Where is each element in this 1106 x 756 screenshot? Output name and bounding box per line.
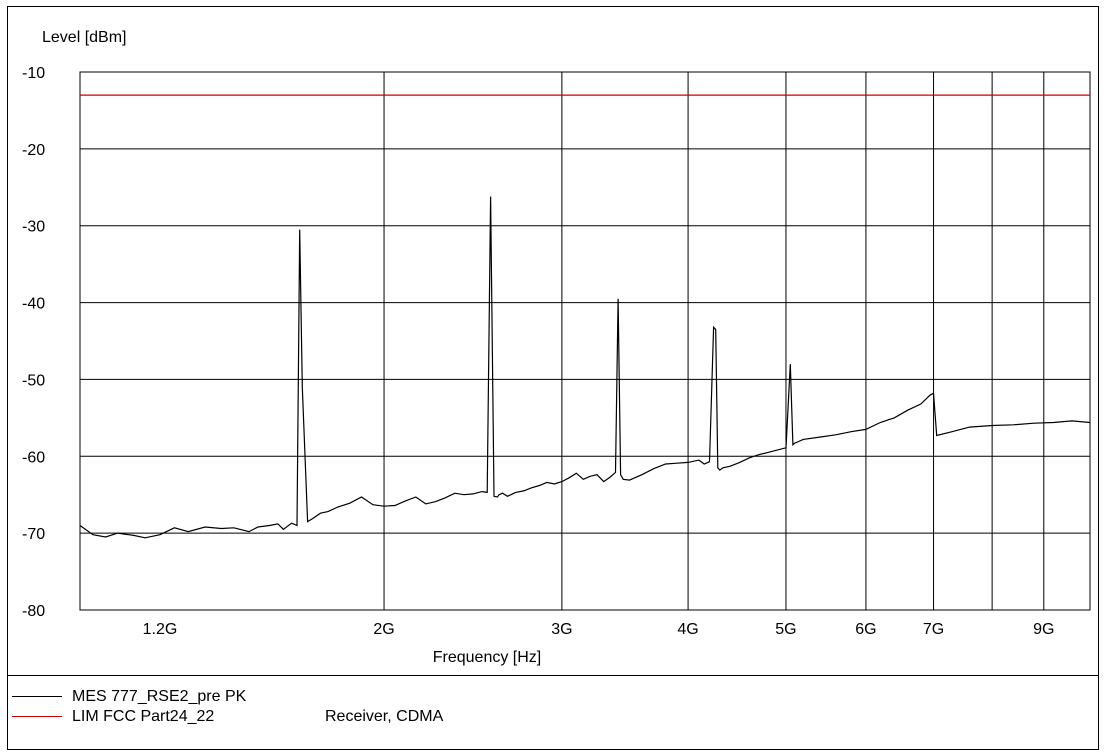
y-tick-label: -60 — [22, 449, 45, 466]
x-tick-label: 2G — [373, 621, 394, 638]
y-tick-label: -40 — [22, 296, 45, 313]
y-tick-label: -70 — [22, 526, 45, 543]
y-tick-label: -30 — [22, 219, 45, 236]
x-tick-label: 1.2G — [143, 621, 178, 638]
legend-swatch-measurement — [12, 696, 62, 698]
x-tick-label: 5G — [775, 621, 796, 638]
legend-extra-note: Receiver, CDMA — [325, 708, 444, 725]
y-tick-label: -20 — [22, 142, 45, 159]
plot-border — [79, 71, 1091, 611]
x-tick-label: 4G — [677, 621, 698, 638]
x-tick-label: 3G — [551, 621, 572, 638]
legend-label-limit: LIM FCC Part24_22 — [72, 708, 215, 725]
x-axis-label: Frequency [Hz] — [433, 649, 541, 666]
x-tick-label: 6G — [855, 621, 876, 638]
x-tick-label: 9G — [1033, 621, 1054, 638]
series-line-measurement — [79, 196, 1091, 539]
plot-area: -10 -20 -30 -40 -50 -60 -70 -80 1.2G 2G 3G 4G 5G 6G 7G… — [22, 65, 1091, 638]
y-tick-label: -10 — [22, 65, 45, 82]
y-tick-label: -80 — [22, 603, 45, 620]
y-tick-label: -50 — [22, 372, 45, 389]
legend-divider — [7, 675, 1099, 676]
legend-label-measurement: MES 777_RSE2_pre PK — [72, 688, 247, 705]
chart-frame — [7, 6, 1099, 750]
legend-entry-limit: LIM FCC Part24_22 Receiver, CDMA — [12, 708, 443, 728]
legend-entry-measurement: MES 777_RSE2_pre PK — [12, 688, 246, 708]
legend-swatch-limit — [12, 716, 62, 718]
x-tick-label: 7G — [923, 621, 944, 638]
y-axis-label: Level [dBm] — [42, 29, 126, 46]
